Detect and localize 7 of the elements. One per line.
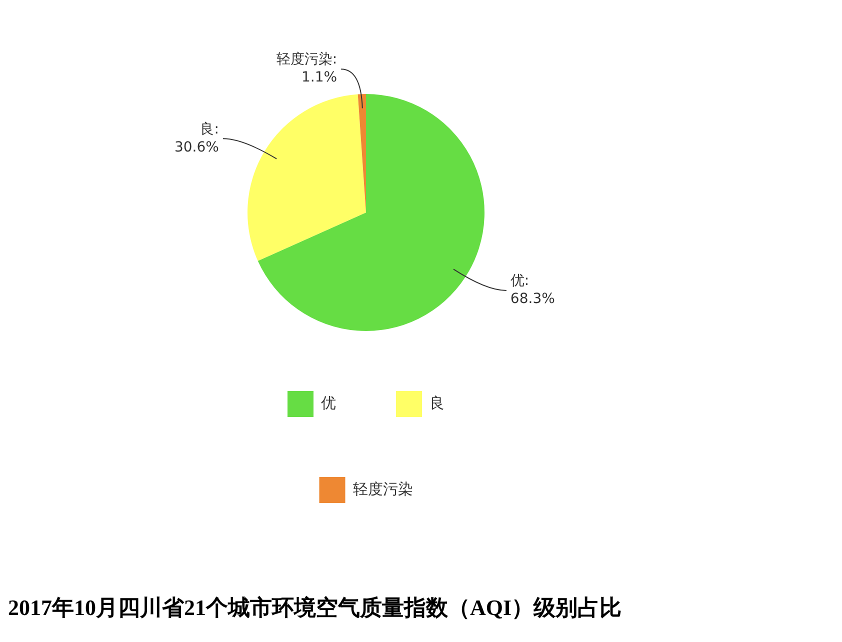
data-label: 轻度污染: 1.1%	[276, 52, 338, 86]
data-label: 优: 68.3%	[510, 273, 555, 308]
legend-label: 轻度污染	[352, 480, 413, 498]
legend-label: 优	[321, 394, 336, 412]
legend-label: 良	[430, 394, 444, 412]
text: 2017年10月四川省21个城市环境空气质量指数（AQI）级别占比	[8, 594, 623, 622]
data-label: 良: 30.6%	[174, 121, 219, 156]
